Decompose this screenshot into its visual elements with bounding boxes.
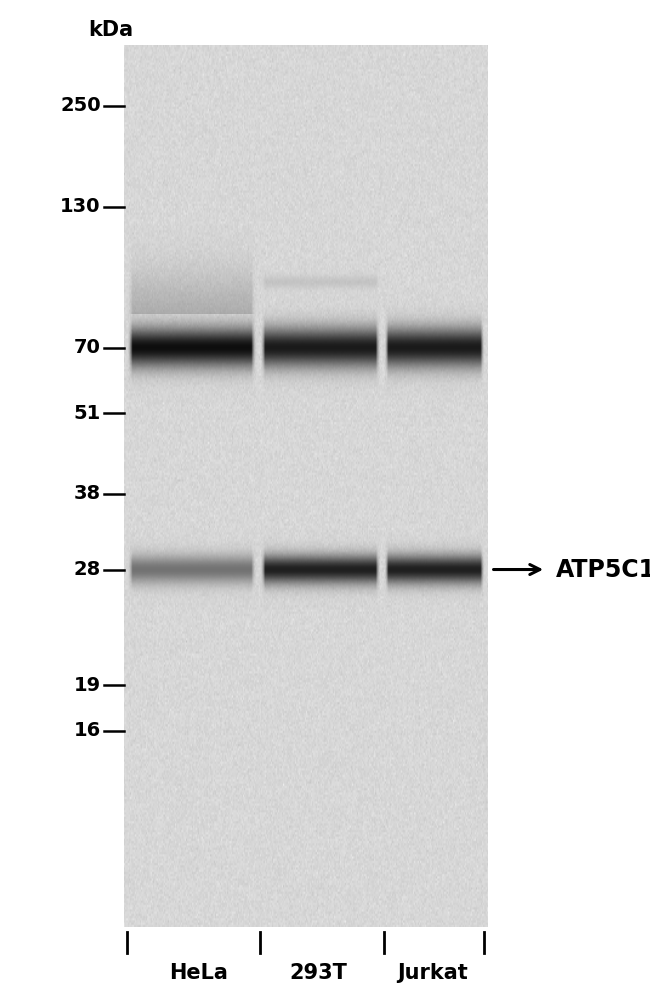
Text: 130: 130: [60, 198, 101, 216]
Text: 28: 28: [73, 560, 101, 579]
Text: HeLa: HeLa: [169, 963, 227, 983]
Text: kDa: kDa: [88, 20, 133, 40]
Text: 293T: 293T: [289, 963, 348, 983]
Text: 19: 19: [73, 676, 101, 695]
Text: 250: 250: [60, 97, 101, 115]
Text: Jurkat: Jurkat: [397, 963, 467, 983]
Text: ATP5C1: ATP5C1: [556, 557, 650, 582]
Text: 38: 38: [73, 485, 101, 503]
Text: 51: 51: [73, 404, 101, 422]
Text: 70: 70: [74, 339, 101, 357]
Text: 16: 16: [73, 722, 101, 740]
